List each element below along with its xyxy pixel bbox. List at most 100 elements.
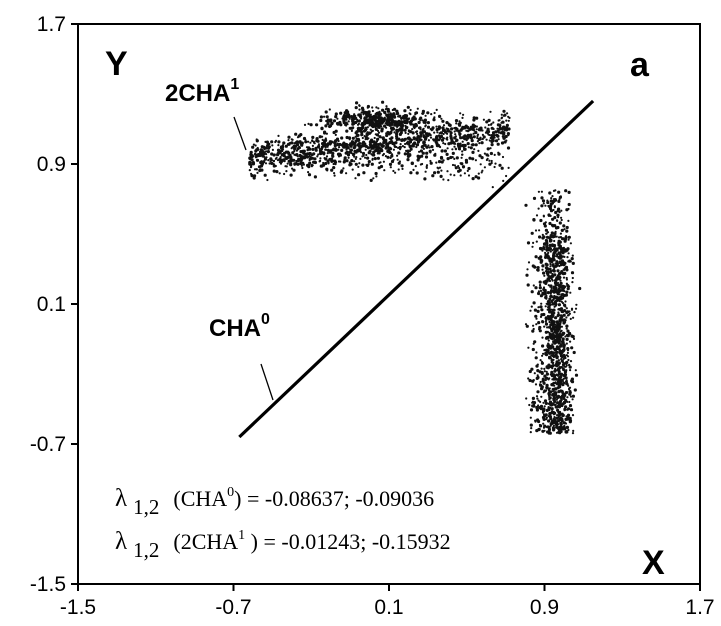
data-point <box>571 276 574 280</box>
data-point <box>474 159 477 162</box>
data-point <box>470 139 474 143</box>
data-point <box>537 306 540 309</box>
data-point <box>569 391 572 394</box>
data-point <box>381 108 385 112</box>
data-point <box>549 291 552 294</box>
data-point <box>560 329 563 332</box>
data-point <box>536 268 540 272</box>
data-point <box>397 146 400 149</box>
data-point <box>343 158 346 161</box>
data-point <box>549 390 553 394</box>
data-point <box>342 118 345 122</box>
data-point <box>554 295 559 299</box>
data-point <box>562 428 565 431</box>
data-point <box>556 351 560 354</box>
data-point <box>444 131 447 134</box>
data-point <box>540 196 544 200</box>
data-point <box>252 176 256 180</box>
data-point <box>541 268 544 271</box>
data-point <box>343 161 346 164</box>
data-point <box>553 328 556 331</box>
data-point <box>435 127 439 132</box>
data-point <box>557 216 560 219</box>
data-point <box>549 238 553 243</box>
data-point <box>544 330 548 334</box>
data-point <box>319 115 323 119</box>
data-point <box>313 157 317 161</box>
data-point <box>488 139 491 142</box>
data-point <box>555 364 559 368</box>
data-point <box>565 415 568 418</box>
data-point <box>342 141 346 145</box>
data-point <box>561 293 565 297</box>
data-point <box>498 119 501 122</box>
data-point <box>354 139 358 143</box>
data-point <box>388 123 392 127</box>
data-point <box>492 135 495 138</box>
data-point <box>546 200 550 205</box>
data-point <box>549 209 554 213</box>
data-point <box>376 147 380 151</box>
data-point <box>552 373 556 377</box>
data-point <box>397 115 400 118</box>
data-point <box>419 128 422 131</box>
data-point <box>302 136 307 141</box>
data-point <box>267 159 270 162</box>
data-point <box>565 278 569 281</box>
data-point <box>296 153 299 156</box>
data-point <box>573 311 576 314</box>
data-point <box>397 168 400 171</box>
data-point <box>559 281 563 285</box>
data-point <box>551 361 554 365</box>
data-point <box>410 144 414 148</box>
data-point <box>543 405 546 408</box>
data-point <box>554 210 558 215</box>
data-point <box>537 207 540 210</box>
data-point <box>544 322 549 326</box>
data-point <box>283 172 286 176</box>
data-point <box>392 127 395 130</box>
data-point <box>502 109 506 113</box>
data-point <box>549 234 553 238</box>
data-point <box>543 291 547 294</box>
data-point <box>543 274 546 277</box>
data-point <box>436 131 439 134</box>
data-point <box>540 204 544 208</box>
data-point <box>552 332 555 335</box>
data-point <box>552 389 555 392</box>
data-point <box>545 425 548 428</box>
data-point <box>537 399 540 402</box>
data-point <box>416 107 419 110</box>
data-point <box>266 150 270 154</box>
data-point <box>436 170 440 174</box>
data-point <box>309 141 312 144</box>
data-point <box>361 108 365 112</box>
data-point <box>442 159 445 162</box>
data-point <box>502 136 506 140</box>
data-point <box>541 233 544 236</box>
data-point <box>249 166 253 169</box>
data-point <box>426 132 429 136</box>
data-point <box>349 144 353 148</box>
data-point <box>357 165 360 168</box>
data-point <box>338 146 341 149</box>
data-point <box>409 139 412 142</box>
data-point <box>530 367 534 371</box>
data-point <box>532 196 537 200</box>
data-point <box>539 294 544 298</box>
data-point <box>345 146 348 149</box>
data-point <box>530 305 533 308</box>
data-point <box>349 148 353 152</box>
data-point <box>538 246 543 251</box>
data-point <box>371 158 374 161</box>
data-point <box>300 164 303 167</box>
leader-line-cha0 <box>260 363 274 401</box>
data-point <box>554 316 558 320</box>
data-point <box>551 269 555 272</box>
data-point <box>491 139 495 143</box>
x-tick-label: 1.7 <box>685 596 714 619</box>
data-point <box>532 218 536 222</box>
data-point <box>337 155 341 158</box>
data-point <box>421 162 424 166</box>
data-point <box>449 134 453 138</box>
